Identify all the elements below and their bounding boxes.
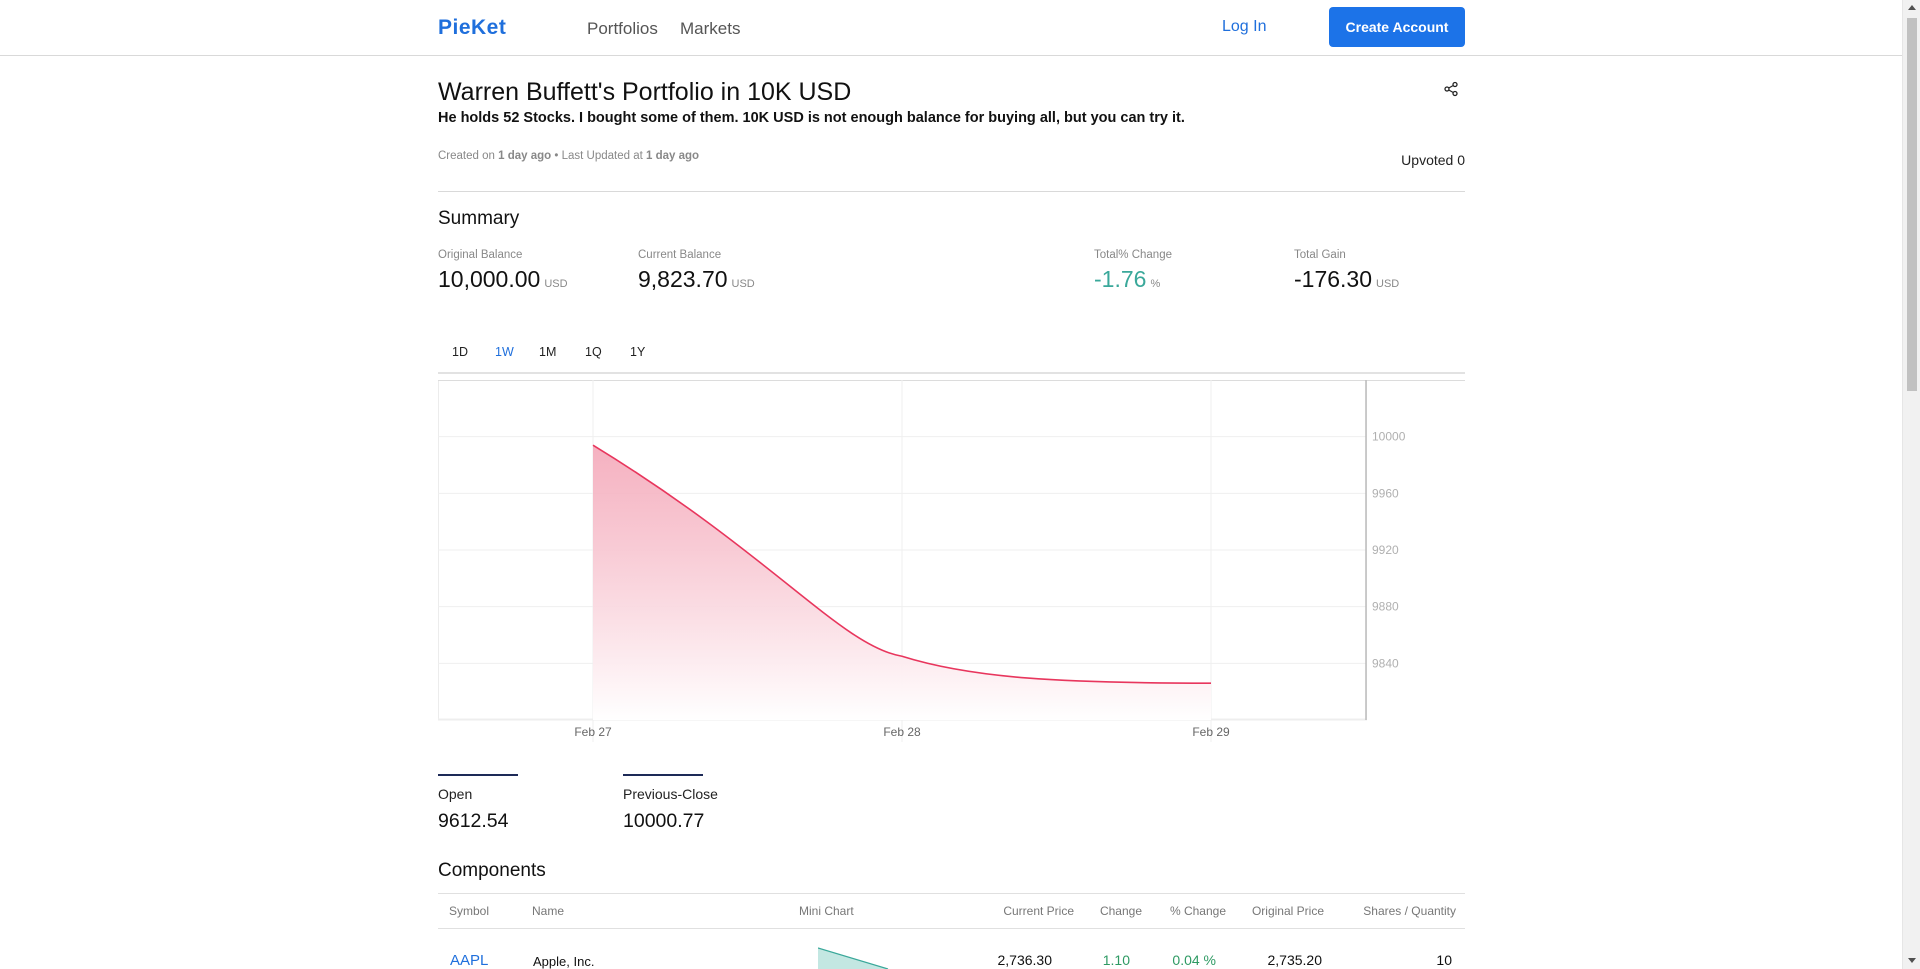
created-prefix: Created on: [438, 150, 499, 162]
chart-svg: 10000 9960 9920 9880 9840 Feb 27 Feb 28 Feb 29: [438, 380, 1465, 742]
mini-chart-line: [818, 947, 889, 969]
row-name: Apple, Inc.: [533, 954, 595, 969]
share-icon[interactable]: [1443, 81, 1459, 97]
y-axis-tick-label: 9880: [1372, 600, 1399, 614]
col-shares-quantity[interactable]: Shares / Quantity: [1363, 904, 1456, 918]
current-balance-value: 9,823.70 USD: [638, 266, 755, 293]
col-mini-chart: Mini Chart: [799, 904, 854, 918]
current-balance-unit: USD: [731, 278, 755, 290]
row-mini-chart: [818, 947, 889, 969]
tab-1d[interactable]: 1D: [452, 345, 468, 359]
series-line: [592, 444, 1212, 684]
previous-close-underline: [623, 774, 703, 776]
col-name[interactable]: Name: [532, 904, 565, 918]
open-underline: [438, 774, 518, 776]
open-value: 9612.54: [438, 810, 509, 832]
col-change[interactable]: Change: [1099, 904, 1142, 918]
total-pct-change-value: -1.76%: [1094, 266, 1160, 293]
row-shares: 10: [1436, 952, 1452, 968]
open-label: Open: [438, 786, 473, 802]
total-gain-unit: USD: [1376, 278, 1400, 290]
upvote-count[interactable]: Upvoted 0: [1401, 152, 1465, 168]
tab-1q[interactable]: 1Q: [585, 345, 602, 359]
col-current-price[interactable]: Current Price: [1003, 904, 1074, 918]
portfolio-description: He holds 52 Stocks. I bought some of the…: [438, 110, 1185, 126]
row-symbol-link[interactable]: AAPL: [450, 952, 489, 969]
x-axis-tick-label: Feb 27: [574, 725, 612, 739]
original-balance-number: 10,000.00: [438, 266, 541, 292]
total-gain-number: -176.30: [1294, 266, 1373, 292]
create-account-button[interactable]: Create Account: [1329, 7, 1465, 47]
portfolio-title: Warren Buffett's Portfolio in 10K USD: [438, 78, 852, 106]
created-date: 1 day ago: [498, 150, 552, 162]
original-balance-label: Original Balance: [438, 249, 523, 261]
original-balance-unit: USD: [544, 278, 568, 290]
y-axis-tick-label: 9960: [1372, 486, 1399, 500]
total-gain-label: Total Gain: [1294, 249, 1346, 261]
row-pct-change: 0.04 %: [1172, 952, 1216, 968]
col-pct-change[interactable]: % Change: [1169, 904, 1226, 918]
pieket-logo[interactable]: PieKet: [438, 16, 507, 39]
tab-1y[interactable]: 1Y: [630, 345, 646, 359]
total-pct-change-unit: %: [1150, 278, 1161, 290]
nav-markets-link[interactable]: Markets: [680, 19, 741, 38]
range-tabs: 1D 1W 1M 1Q 1Y: [438, 340, 1465, 374]
scroll-down-arrow-icon[interactable]: [1908, 958, 1916, 963]
series-area: [593, 445, 1211, 720]
updated-prefix: • Last Updated at: [551, 150, 646, 162]
components-table-header: Symbol Name Mini Chart Current Price Cha…: [438, 893, 1465, 929]
summary-heading: Summary: [438, 208, 520, 229]
y-axis-tick-label: 9920: [1372, 543, 1399, 557]
col-symbol[interactable]: Symbol: [449, 904, 490, 918]
page-scrollbar[interactable]: [1902, 0, 1920, 969]
scrollbar-thumb[interactable]: [1907, 18, 1917, 391]
login-link[interactable]: Log In: [1222, 18, 1267, 35]
col-original-price[interactable]: Original Price: [1251, 904, 1324, 918]
total-gain-value: -176.30 USD: [1294, 266, 1399, 293]
row-change: 1.10: [1102, 952, 1130, 968]
divider: [438, 191, 1465, 192]
row-current-price: 2,736.30: [997, 952, 1053, 968]
updated-date: 1 day ago: [645, 150, 700, 162]
components-heading: Components: [438, 860, 546, 881]
current-balance-label: Current Balance: [638, 249, 722, 261]
y-axis-tick-label: 9840: [1372, 656, 1399, 670]
row-original-price: 2,735.20: [1267, 952, 1323, 968]
portfolio-dates: Created on 1 day ago • Last Updated at 1…: [438, 150, 699, 162]
total-pct-change-label: Total% Change: [1094, 249, 1172, 261]
portfolio-chart: 10000 9960 9920 9880 9840 Feb 27 Feb 28 Feb 29: [438, 380, 1465, 750]
previous-close-label: Previous-Close: [623, 786, 718, 802]
tab-1m[interactable]: 1M: [539, 345, 557, 359]
current-balance-number: 9,823.70: [638, 266, 728, 292]
nav-portfolios-link[interactable]: Portfolios: [587, 19, 658, 38]
top-navbar: PieKet Portfolios Markets Log In Create …: [0, 0, 1902, 56]
total-pct-change-number: -1.76: [1094, 266, 1147, 292]
y-axis-tick-label: 10000: [1372, 430, 1406, 444]
scroll-up-arrow-icon[interactable]: [1908, 5, 1916, 10]
x-axis-tick-label: Feb 28: [883, 725, 921, 739]
previous-close-value: 10000.77: [623, 810, 705, 832]
tab-1w[interactable]: 1W: [495, 345, 514, 359]
original-balance-value: 10,000.00 USD: [438, 266, 568, 293]
x-axis-tick-label: Feb 29: [1192, 725, 1230, 739]
